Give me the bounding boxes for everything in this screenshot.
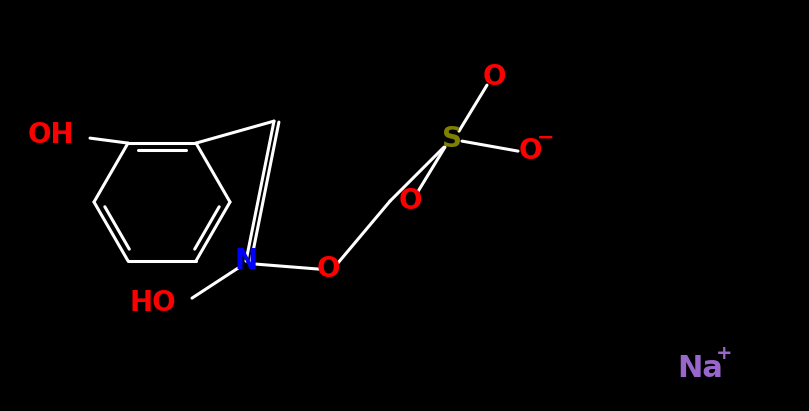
Text: +: + bbox=[716, 344, 732, 363]
Text: O: O bbox=[519, 137, 542, 165]
Text: S: S bbox=[442, 125, 462, 153]
Text: N: N bbox=[235, 247, 257, 275]
Text: O: O bbox=[316, 255, 340, 283]
Text: HO: HO bbox=[129, 289, 176, 317]
Text: Na: Na bbox=[677, 353, 723, 383]
Text: O: O bbox=[398, 187, 421, 215]
Text: OH: OH bbox=[28, 121, 74, 149]
Text: −: − bbox=[537, 127, 555, 147]
Text: O: O bbox=[482, 63, 506, 91]
